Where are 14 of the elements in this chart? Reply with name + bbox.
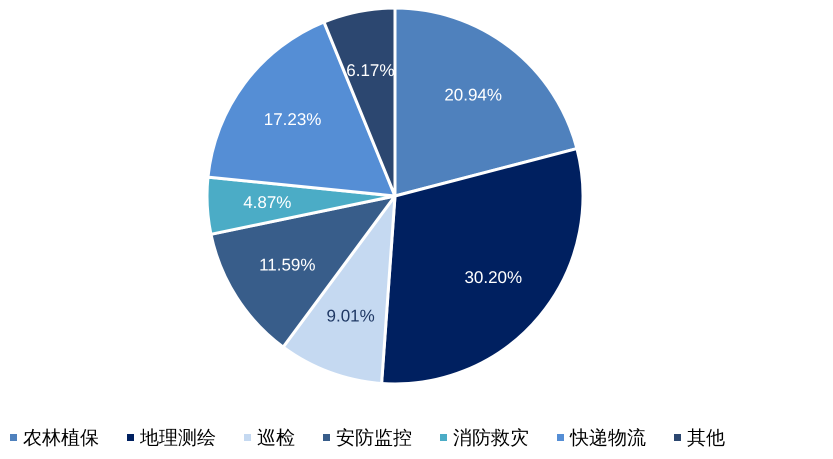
legend-label: 安防监控 [336,427,412,449]
data-label: 30.20% [464,268,522,288]
data-label: 4.87% [243,193,292,212]
legend-label: 巡检 [257,427,295,449]
legend-label: 农林植保 [23,427,99,449]
legend-label: 快递物流 [569,427,646,449]
data-label: 9.01% [326,306,375,326]
data-label: 11.59% [259,255,316,274]
legend-label: 地理测绘 [139,427,216,449]
data-label: 17.23% [264,110,322,129]
legend-label: 其他 [687,427,725,449]
data-label: 6.17% [346,61,394,80]
data-label: 20.94% [444,85,502,104]
legend-label: 消防救灾 [453,427,529,449]
